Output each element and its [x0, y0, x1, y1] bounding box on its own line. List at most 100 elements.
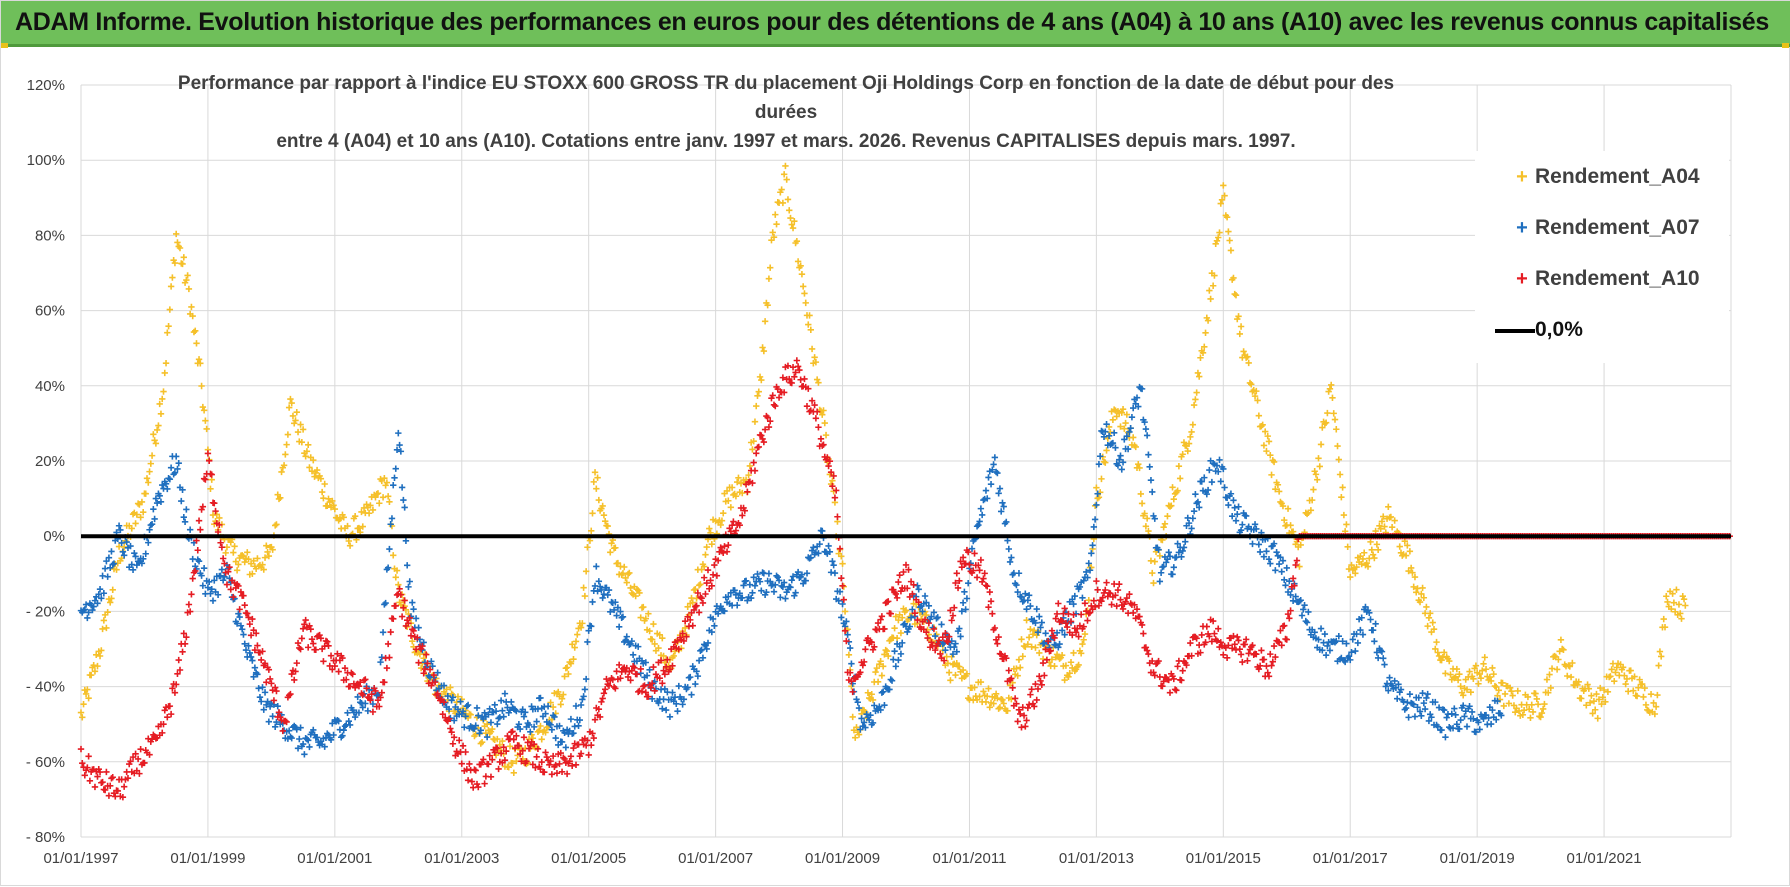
data-point	[621, 563, 628, 571]
data-point	[221, 573, 228, 580]
data-point	[878, 689, 886, 696]
data-point	[1494, 692, 1501, 699]
data-point	[746, 581, 754, 588]
data-point	[928, 613, 935, 620]
data-point	[984, 495, 991, 502]
data-point	[1451, 705, 1458, 712]
data-point	[1372, 620, 1379, 628]
data-point	[893, 634, 901, 642]
data-point	[789, 224, 797, 232]
data-point	[718, 517, 726, 524]
data-point	[755, 388, 762, 395]
data-point	[815, 424, 822, 431]
data-point	[945, 633, 953, 640]
y-tick-label: 40%	[35, 378, 65, 395]
data-point	[1164, 513, 1171, 520]
data-point	[1348, 561, 1355, 569]
data-point	[145, 539, 152, 546]
data-point	[1023, 717, 1030, 724]
data-point	[134, 500, 142, 507]
data-point	[491, 749, 498, 756]
data-point	[1037, 677, 1044, 685]
data-point	[1019, 598, 1026, 605]
data-point	[963, 670, 971, 677]
data-point	[600, 690, 608, 697]
data-point	[714, 610, 722, 617]
data-point	[831, 494, 839, 501]
data-point	[1479, 667, 1486, 674]
data-point	[642, 615, 650, 622]
data-point	[466, 760, 473, 768]
data-point	[819, 411, 826, 418]
data-point	[127, 758, 134, 765]
data-point	[1533, 695, 1541, 703]
data-point	[1114, 462, 1122, 469]
data-point	[772, 581, 779, 589]
data-point	[949, 650, 957, 658]
data-point	[1305, 608, 1312, 616]
data-point	[202, 476, 209, 483]
data-point	[692, 603, 699, 610]
data-point	[1396, 543, 1403, 550]
data-point	[1080, 636, 1087, 643]
data-point	[816, 540, 823, 548]
data-point	[711, 561, 718, 569]
data-point	[881, 625, 888, 633]
data-point	[1586, 699, 1594, 706]
data-point	[1387, 513, 1395, 521]
data-point	[783, 176, 790, 183]
data-point	[860, 658, 868, 666]
data-point	[1003, 518, 1010, 526]
data-point	[138, 560, 146, 567]
data-point	[445, 705, 453, 713]
data-point	[1668, 605, 1675, 613]
data-point	[996, 485, 1004, 492]
data-point	[96, 768, 104, 776]
data-point	[1537, 713, 1544, 721]
data-point	[1329, 394, 1336, 402]
data-point	[1142, 523, 1150, 530]
data-point	[1239, 658, 1246, 666]
data-point	[651, 687, 658, 695]
data-point	[410, 605, 417, 613]
data-point	[1633, 692, 1641, 700]
data-point	[443, 686, 450, 693]
data-point	[164, 329, 171, 336]
data-point	[1036, 649, 1043, 657]
data-point	[393, 567, 401, 574]
data-point	[780, 389, 788, 396]
data-point	[551, 713, 558, 721]
data-point	[977, 556, 985, 564]
data-point	[287, 690, 294, 698]
data-point	[513, 732, 520, 739]
data-point	[171, 259, 179, 267]
data-point	[1322, 419, 1330, 426]
data-point	[570, 656, 577, 663]
data-point	[557, 749, 564, 757]
data-point	[415, 659, 422, 666]
data-point	[1150, 579, 1157, 587]
data-point	[80, 700, 87, 708]
data-point	[702, 590, 709, 598]
data-point	[786, 375, 793, 383]
data-point	[1141, 510, 1148, 517]
chart-title-line-1: Performance par rapport à l'indice EU ST…	[177, 73, 1395, 123]
data-point	[819, 527, 826, 535]
data-point	[745, 471, 752, 479]
data-point	[1084, 574, 1091, 581]
data-point	[395, 429, 402, 437]
data-point	[1129, 404, 1137, 412]
data-point	[1297, 541, 1304, 549]
data-point	[162, 359, 170, 367]
data-point	[612, 599, 619, 606]
data-point	[200, 564, 208, 572]
data-point	[472, 767, 479, 774]
data-point	[95, 591, 102, 598]
data-point	[340, 726, 347, 734]
data-point	[119, 793, 127, 801]
data-point	[695, 609, 703, 616]
data-point	[1442, 733, 1449, 741]
data-point	[1027, 691, 1034, 698]
data-point	[387, 628, 394, 636]
